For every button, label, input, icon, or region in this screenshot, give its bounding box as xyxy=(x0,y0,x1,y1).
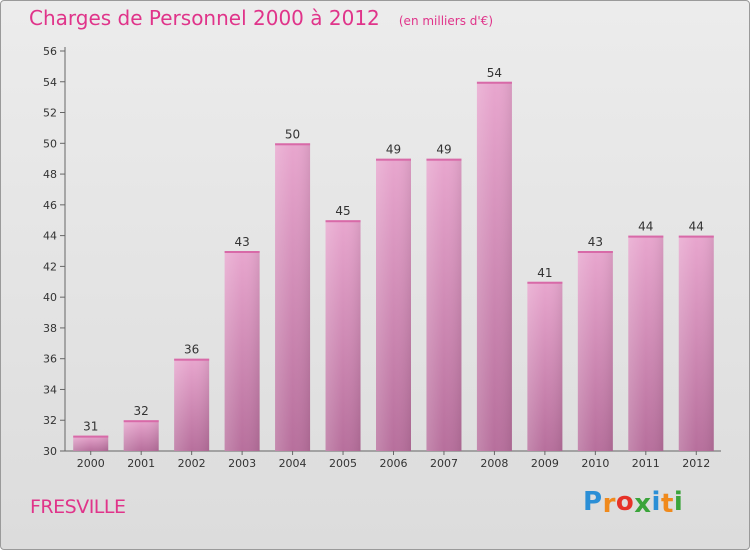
y-tick-label: 50 xyxy=(43,137,57,150)
logo-letter: x xyxy=(634,489,652,519)
bar-top-edge xyxy=(376,158,411,161)
bar-value-label: 45 xyxy=(335,204,350,218)
bar-top-edge xyxy=(123,420,159,423)
y-tick-label: 40 xyxy=(43,291,57,304)
logo-letter: o xyxy=(615,487,635,517)
logo-letter: i xyxy=(651,487,661,517)
x-tick-label: 2001 xyxy=(127,457,155,470)
bar-top-edge xyxy=(476,81,512,84)
bar-value-label: 43 xyxy=(234,235,249,249)
bar-shading xyxy=(527,281,563,451)
y-tick-label: 52 xyxy=(43,107,57,120)
bar-shading xyxy=(628,235,664,451)
x-tick-label: 2005 xyxy=(329,457,357,470)
bar-shading xyxy=(476,81,512,452)
x-tick-label: 2008 xyxy=(480,457,508,470)
bar-shading xyxy=(577,251,613,451)
bar-top-edge xyxy=(678,235,714,238)
y-tick-label: 34 xyxy=(43,383,57,396)
proxiti-logo: Proxiti xyxy=(583,487,684,519)
bar-shading xyxy=(73,435,109,451)
bar-value-label: 31 xyxy=(83,420,98,434)
bar-top-edge xyxy=(73,435,109,438)
y-tick-label: 42 xyxy=(43,260,57,273)
y-tick-label: 30 xyxy=(43,445,57,458)
logo-letter: t xyxy=(660,489,674,519)
x-tick-label: 2007 xyxy=(430,457,458,470)
bar-shading xyxy=(174,358,210,451)
bar-top-edge xyxy=(426,158,462,161)
x-tick-label: 2011 xyxy=(632,457,660,470)
x-tick-label: 2010 xyxy=(581,457,609,470)
y-tick-label: 54 xyxy=(43,76,57,89)
x-tick-label: 2012 xyxy=(682,457,710,470)
x-tick-label: 2002 xyxy=(178,457,206,470)
chart-title-block: Charges de Personnel 2000 à 2012 (en mil… xyxy=(29,6,493,30)
bar-value-label: 44 xyxy=(689,220,704,234)
bar-shading xyxy=(275,143,311,452)
x-tick-label: 2009 xyxy=(531,457,559,470)
bar-shading xyxy=(325,220,361,451)
x-tick-label: 2003 xyxy=(228,457,256,470)
bar-top-edge xyxy=(527,281,563,284)
bar-shading xyxy=(123,420,159,451)
y-tick-label: 44 xyxy=(43,230,57,243)
bar-top-edge xyxy=(628,235,664,238)
y-tick-label: 38 xyxy=(43,322,57,335)
bar-top-edge xyxy=(174,358,210,361)
bar-value-label: 32 xyxy=(134,404,149,418)
bar-value-label: 36 xyxy=(184,343,199,357)
y-tick-label: 36 xyxy=(43,353,57,366)
x-tick-label: 2006 xyxy=(380,457,408,470)
logo-letter: i xyxy=(673,487,684,517)
bar-top-edge xyxy=(275,143,311,146)
logo-letter: r xyxy=(602,489,616,519)
y-tick-label: 56 xyxy=(43,45,57,58)
x-tick-label: 2004 xyxy=(279,457,307,470)
bar-shading xyxy=(224,251,260,451)
x-tick-label: 2000 xyxy=(77,457,105,470)
bar-shading xyxy=(678,235,714,451)
bar-top-edge xyxy=(325,220,361,223)
bar-top-edge xyxy=(577,251,613,253)
bar-shading xyxy=(376,158,411,451)
bar-top-edge xyxy=(224,251,260,253)
chart-unit-note: (en milliers d'€) xyxy=(398,14,493,28)
y-tick-label: 48 xyxy=(43,168,57,181)
bar-value-label: 43 xyxy=(588,235,603,249)
bar-value-label: 41 xyxy=(537,266,552,280)
logo-letter: P xyxy=(583,487,603,517)
bar-value-label: 49 xyxy=(436,143,451,157)
bar-value-label: 50 xyxy=(285,127,300,141)
bar-shading xyxy=(426,158,462,451)
bar-value-label: 49 xyxy=(386,143,401,157)
bar-value-label: 44 xyxy=(638,220,653,234)
y-tick-label: 46 xyxy=(43,199,57,212)
commune-name: FRESVILLE xyxy=(30,496,126,518)
chart-title: Charges de Personnel 2000 à 2012 xyxy=(29,6,380,30)
bar-value-label: 54 xyxy=(487,66,502,80)
y-tick-label: 32 xyxy=(43,414,57,427)
